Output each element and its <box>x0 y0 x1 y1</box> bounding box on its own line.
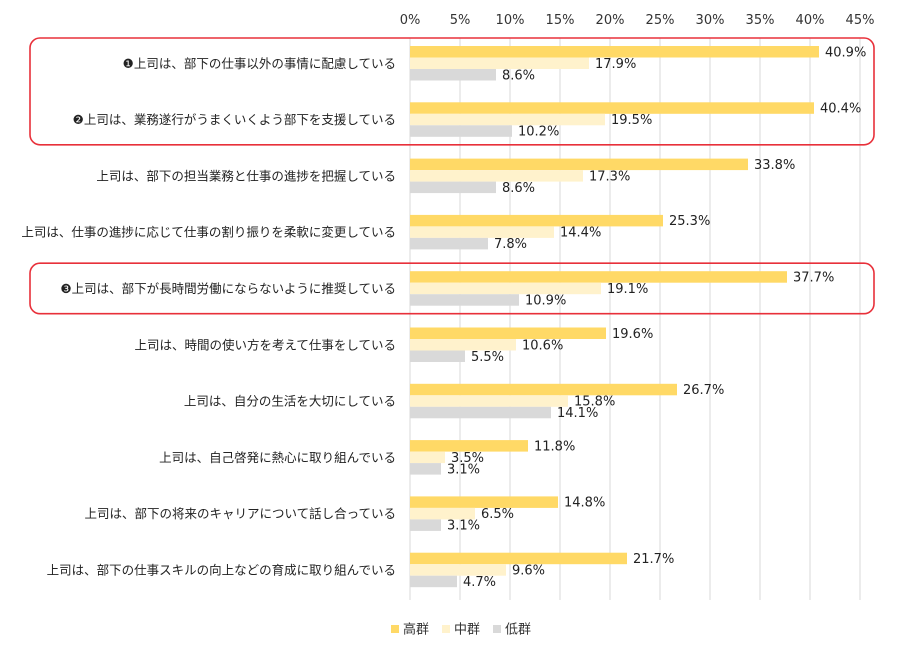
category-label: 上司は、時間の使い方を考えて仕事をしている <box>134 337 396 352</box>
bar-低群 <box>410 125 512 137</box>
highlight-boxes <box>29 37 875 315</box>
value-label: 9.6% <box>512 563 545 578</box>
x-tick-label: 25% <box>646 13 675 28</box>
bar-中群 <box>410 226 554 238</box>
bar-中群 <box>410 170 583 182</box>
legend-label: 低群 <box>505 623 531 638</box>
value-label: 25.3% <box>669 214 710 229</box>
legend-swatch <box>391 625 399 633</box>
value-label: 14.8% <box>564 496 605 511</box>
x-tick-label: 30% <box>696 13 725 28</box>
category-label: 上司は、部下の仕事スキルの向上などの育成に取り組んでいる <box>47 562 396 577</box>
bar-低群 <box>410 350 465 362</box>
legend-label: 中群 <box>454 623 480 638</box>
value-label: 10.9% <box>525 293 566 308</box>
x-tick-label: 45% <box>846 13 875 28</box>
bar-低群 <box>410 406 551 419</box>
bar-低群 <box>410 294 519 306</box>
bar-高群 <box>410 46 819 58</box>
value-label: 3.1% <box>447 519 480 534</box>
category-label: 上司は、仕事の進捗に応じて仕事の割り振りを柔軟に変更している <box>21 225 396 240</box>
value-label: 8.6% <box>502 181 535 196</box>
bar-高群 <box>410 383 677 396</box>
bar-高群 <box>410 496 558 508</box>
value-label: 8.6% <box>502 68 535 83</box>
value-label: 5.5% <box>471 350 504 365</box>
x-tick-label: 35% <box>746 13 775 28</box>
bar-中群 <box>410 339 516 351</box>
bar-中群 <box>410 395 568 407</box>
x-tick-label: 5% <box>450 13 471 28</box>
bar-中群 <box>410 507 475 520</box>
bar-低群 <box>410 463 441 475</box>
bar-高群 <box>410 158 748 171</box>
x-tick-label: 10% <box>496 13 525 28</box>
bar-中群 <box>410 113 605 126</box>
value-label: 7.8% <box>494 237 527 252</box>
value-label: 19.5% <box>611 113 652 128</box>
bars <box>410 46 819 588</box>
x-tick-label: 20% <box>596 13 625 28</box>
bar-高群 <box>410 552 627 565</box>
value-label: 3.5% <box>451 451 484 466</box>
bar-中群 <box>410 282 601 295</box>
bar-中群 <box>410 451 445 464</box>
legend: 高群 中群 低群 <box>391 622 531 638</box>
value-label: 19.6% <box>612 327 653 342</box>
value-label: 37.7% <box>793 270 834 285</box>
value-label: 40.9% <box>825 45 866 60</box>
bar-低群 <box>410 237 488 250</box>
value-label: 11.8% <box>534 439 575 454</box>
value-label: 26.7% <box>683 383 724 398</box>
bar-高群 <box>410 214 663 227</box>
x-tick-label: 15% <box>546 13 575 28</box>
category-label: 上司は、自己啓発に熱心に取り組んでいる <box>159 450 396 465</box>
legend-swatch <box>493 625 501 633</box>
x-tick-label: 0% <box>400 13 421 28</box>
bar-高群 <box>410 440 528 452</box>
category-labels: ❶上司は、部下の仕事以外の事情に配慮している ❷上司は、業務遂行がうまくいくよう部… <box>21 56 396 578</box>
value-label: 19.1% <box>607 282 648 297</box>
value-label: 17.9% <box>595 57 636 72</box>
value-label: 17.3% <box>589 169 630 184</box>
category-label: 上司は、自分の生活を大切にしている <box>184 394 396 409</box>
value-label: 4.7% <box>463 575 496 590</box>
value-label: 15.8% <box>574 395 615 410</box>
legend-swatch <box>442 625 450 633</box>
category-label: ❶上司は、部下の仕事以外の事情に配慮している <box>123 56 396 71</box>
category-label: ❸上司は、部下が長時間労働にならないように推奨している <box>60 281 396 296</box>
bar-低群 <box>410 519 441 531</box>
legend-label: 高群 <box>403 622 429 638</box>
value-label: 14.4% <box>560 226 601 241</box>
bar-低群 <box>410 181 496 194</box>
value-label: 10.2% <box>518 125 559 140</box>
value-label: 33.8% <box>754 158 795 173</box>
category-label: 上司は、部下の担当業務と仕事の進捗を把握している <box>96 168 396 183</box>
bar-中群 <box>410 564 506 576</box>
value-labels: 40.9% 17.9% 8.6% 40.4% 19.5% 10.2% 33.8% 17.3% 8… <box>447 45 866 590</box>
value-label: 21.7% <box>633 552 674 567</box>
highlight-box <box>29 37 875 146</box>
value-label: 3.1% <box>447 462 480 477</box>
value-label: 10.6% <box>522 338 563 353</box>
category-label: ❷上司は、業務遂行がうまくいくよう部下を支援している <box>73 112 396 127</box>
value-label: 40.4% <box>820 102 861 117</box>
value-label: 14.1% <box>557 406 598 421</box>
x-tick-label: 40% <box>796 13 825 28</box>
value-label: 6.5% <box>481 507 514 522</box>
highlight-box <box>29 262 875 315</box>
x-axis-tick-labels: 0% 5% 10% 15% 20% 25% 30% 35% 40% 45% <box>400 13 875 28</box>
category-label: 上司は、部下の将来のキャリアについて話し合っている <box>84 506 396 521</box>
bar-中群 <box>410 57 589 69</box>
bar-低群 <box>410 575 457 588</box>
bar-高群 <box>410 327 606 339</box>
bar-高群 <box>410 271 787 283</box>
bar-低群 <box>410 69 496 81</box>
bar-高群 <box>410 102 814 114</box>
